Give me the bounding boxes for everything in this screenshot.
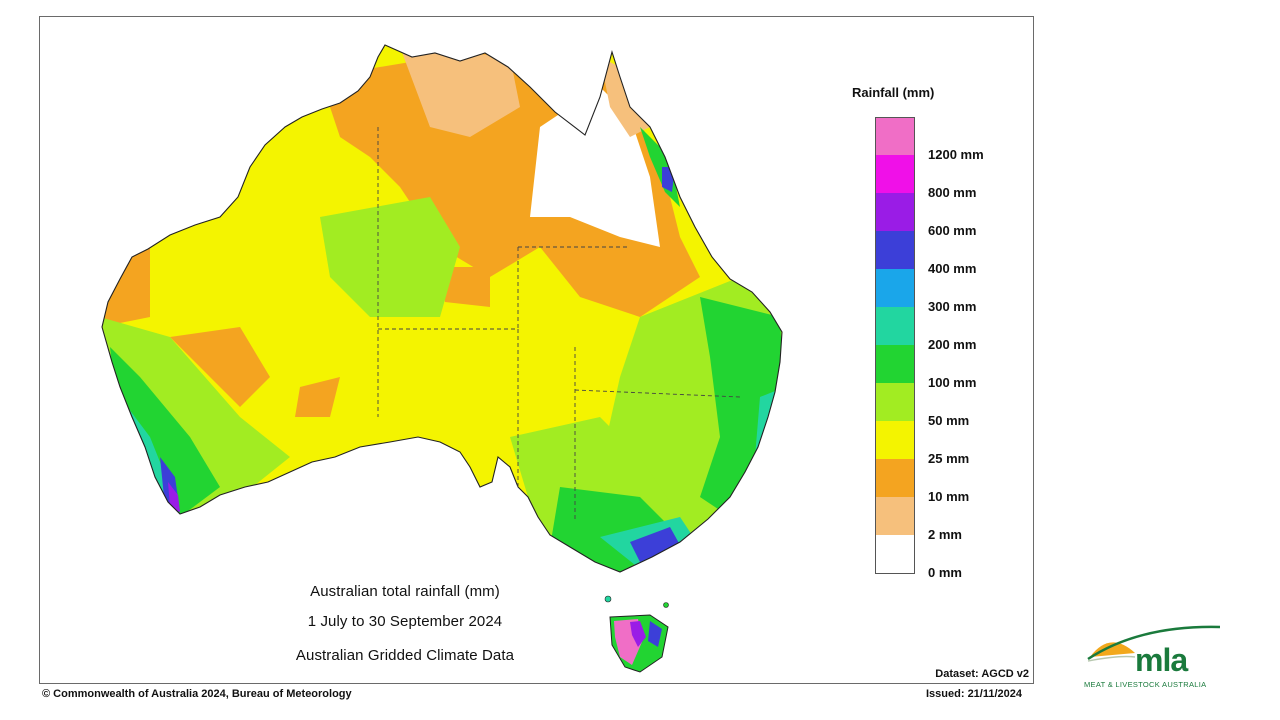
issued-date: Issued: 21/11/2024 xyxy=(926,688,1023,700)
legend-swatch-1 xyxy=(875,155,915,194)
legend-label-3: 400 mm xyxy=(928,261,977,276)
mla-sun-icon xyxy=(1090,642,1135,657)
legend-swatch-10 xyxy=(875,497,915,536)
legend-swatch-4 xyxy=(875,269,915,308)
legend-swatch-8 xyxy=(875,421,915,460)
legend-swatch-11 xyxy=(875,535,915,574)
legend-title: Rainfall (mm) xyxy=(852,85,935,100)
legend-swatch-0 xyxy=(875,117,915,157)
legend-label-2: 600 mm xyxy=(928,223,977,238)
legend-swatch-5 xyxy=(875,307,915,346)
legend-label-11: 0 mm xyxy=(928,565,962,580)
legend-swatch-9 xyxy=(875,459,915,498)
australia-rainfall-map xyxy=(101,44,783,673)
copyright-text: © Commonwealth of Australia 2024, Bureau… xyxy=(42,688,352,700)
map-title-line2: 1 July to 30 September 2024 xyxy=(307,613,503,630)
legend-swatch-7 xyxy=(875,383,915,422)
map-title-line1: Australian total rainfall (mm) xyxy=(310,583,500,600)
legend-label-0: 1200 mm xyxy=(928,147,984,162)
legend-swatch-6 xyxy=(875,345,915,384)
mla-swoosh xyxy=(1087,625,1221,661)
map-title-line3: Australian Gridded Climate Data xyxy=(295,647,515,664)
legend-label-8: 25 mm xyxy=(928,451,970,466)
mla-logo-text: mla xyxy=(1135,642,1188,678)
legend-label-1: 800 mm xyxy=(928,185,977,200)
legend-label-10: 2 mm xyxy=(928,527,962,542)
legend-label-4: 300 mm xyxy=(928,299,977,314)
legend-label-6: 100 mm xyxy=(928,375,977,390)
rainfall-map-frame: Australian total rainfall (mm) 1 July to… xyxy=(39,16,1034,684)
dataset-label: Dataset: AGCD v2 xyxy=(935,668,1029,680)
legend-label-7: 50 mm xyxy=(928,413,970,428)
legend-swatch-3 xyxy=(875,231,915,270)
state-borders xyxy=(377,127,741,522)
legend-label-9: 10 mm xyxy=(928,489,970,504)
legend-swatch-2 xyxy=(875,193,915,232)
mla-logo-subtitle: MEAT & LIVESTOCK AUSTRALIA xyxy=(1084,680,1207,689)
tasmania xyxy=(604,595,669,673)
legend-label-5: 200 mm xyxy=(928,337,977,352)
mla-logo xyxy=(1087,625,1221,662)
